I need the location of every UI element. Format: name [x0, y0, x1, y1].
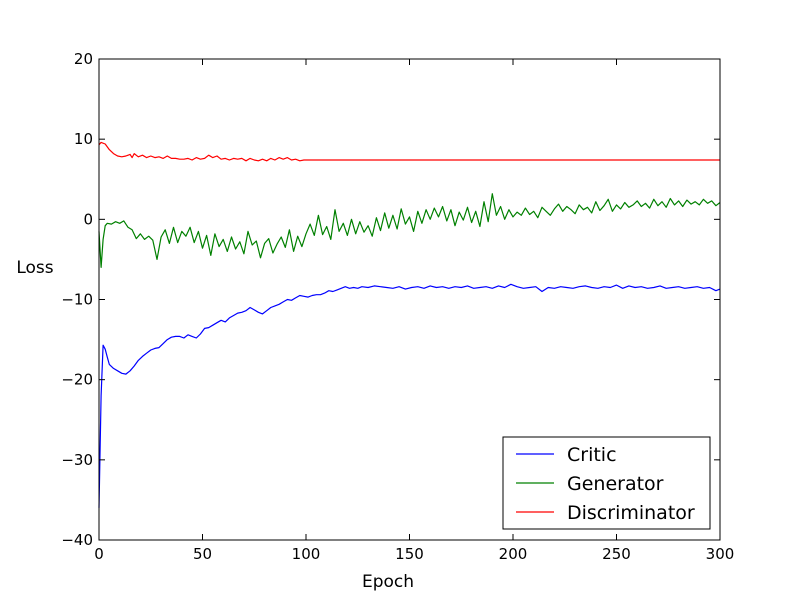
- x-tick-label: 100: [292, 545, 321, 563]
- x-tick-label: 300: [706, 545, 735, 563]
- series-line-critic: [98, 283, 721, 508]
- y-tick-label: 0: [83, 210, 93, 228]
- legend-items: Critic Generator Discriminator: [516, 444, 695, 524]
- x-tick-label: 150: [395, 545, 424, 563]
- y-tick-label: −40: [61, 531, 93, 549]
- y-tick-label: −20: [61, 371, 93, 389]
- x-axis-title: Epoch: [362, 572, 414, 592]
- y-tick-label: −30: [61, 451, 93, 469]
- series-line-generator: [98, 193, 721, 268]
- series-line-discriminator: [98, 141, 720, 162]
- y-axis-title: Loss: [16, 258, 53, 278]
- legend-label: Discriminator: [567, 502, 695, 524]
- series-layer: [98, 141, 721, 508]
- legend-label: Generator: [567, 473, 664, 495]
- x-tick-label: 200: [499, 545, 528, 563]
- x-tick-label: 0: [94, 545, 104, 563]
- y-tick-label: 10: [74, 130, 93, 148]
- y-tick-label: 20: [74, 50, 93, 68]
- x-tick-label: 50: [193, 545, 212, 563]
- x-tick-label: 250: [602, 545, 631, 563]
- legend: Critic Generator Discriminator: [502, 436, 711, 530]
- y-tick-label: −10: [61, 291, 93, 309]
- legend-label: Critic: [567, 444, 617, 466]
